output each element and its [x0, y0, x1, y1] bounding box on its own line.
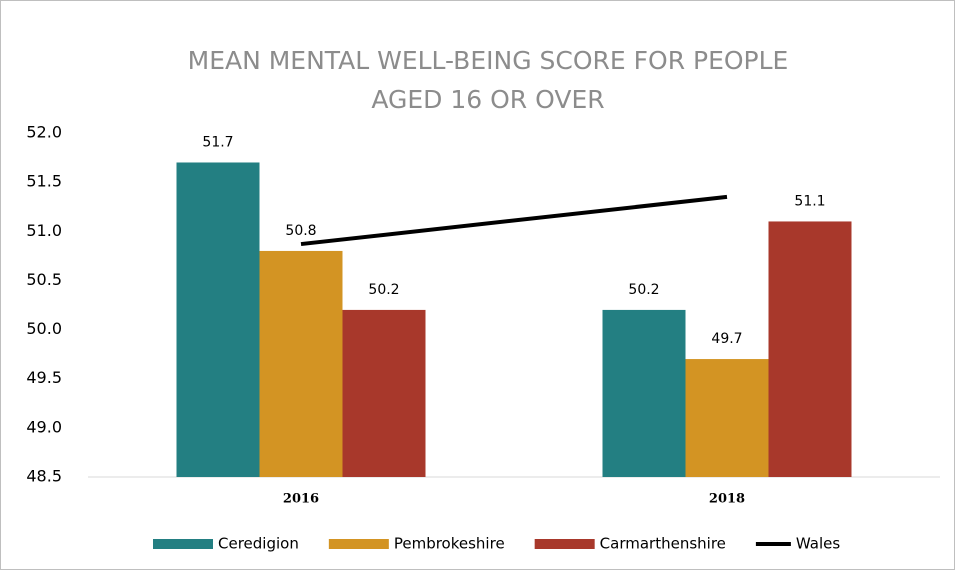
value-label: 50.2 [368, 282, 399, 298]
y-tick-label: 50.5 [26, 270, 62, 289]
chart-title: MEAN MENTAL WELL-BEING SCORE FOR PEOPLE [188, 46, 789, 75]
y-tick-label: 49.5 [26, 368, 62, 387]
line-series [300, 194, 728, 247]
y-tick-label: 50.0 [26, 319, 62, 338]
bar [176, 162, 260, 477]
legend-label: Pembrokeshire [394, 535, 505, 553]
bar [768, 221, 852, 477]
legend-label: Carmarthenshire [600, 535, 726, 553]
chart-subtitle: AGED 16 OR OVER [371, 85, 604, 114]
y-tick-label: 51.0 [26, 221, 62, 240]
x-tick-label: 2016 [283, 492, 319, 507]
bar [685, 359, 769, 477]
bar [259, 250, 343, 477]
value-label: 50.8 [285, 223, 316, 239]
legend-label: Wales [796, 535, 840, 553]
y-tick-label: 51.5 [26, 172, 62, 191]
legend-swatch [328, 539, 389, 549]
legend-swatch [534, 539, 595, 549]
legend-swatch [153, 539, 213, 549]
bar [342, 309, 426, 477]
value-label: 49.7 [711, 331, 742, 347]
bar [602, 309, 686, 477]
value-label: 51.7 [202, 134, 233, 150]
x-tick-label: 2018 [709, 492, 745, 507]
value-label: 51.1 [794, 193, 825, 209]
y-tick-label: 49.0 [26, 417, 62, 436]
legend-label: Ceredigion [218, 535, 299, 553]
y-tick-label: 48.5 [26, 467, 62, 486]
y-tick-label: 52.0 [26, 123, 62, 142]
value-label: 50.2 [628, 282, 659, 298]
